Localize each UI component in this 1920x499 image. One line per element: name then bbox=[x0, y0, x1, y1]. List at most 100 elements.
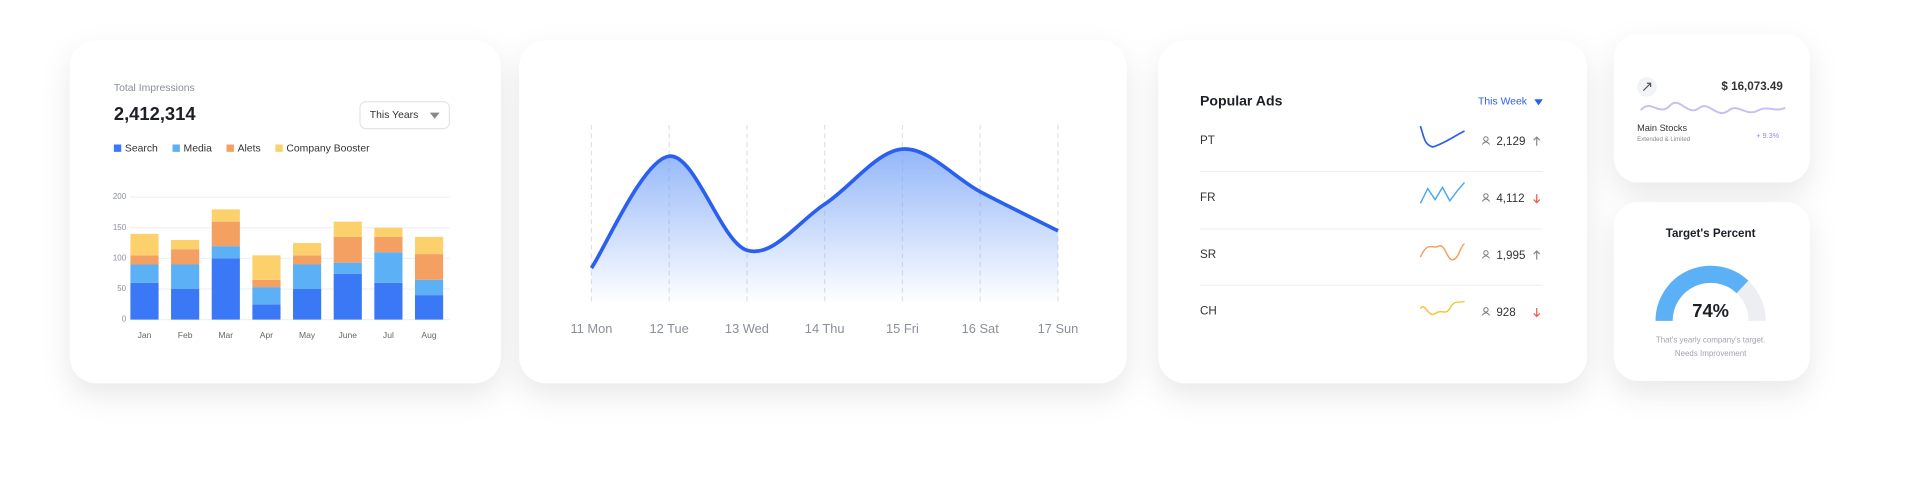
x-tick-label: 12 Tue bbox=[650, 321, 689, 336]
x-tick-label: Feb bbox=[178, 330, 193, 340]
y-tick-label: 150 bbox=[113, 223, 127, 232]
row-code: PT bbox=[1200, 134, 1215, 147]
bar bbox=[130, 264, 159, 283]
bar bbox=[293, 264, 322, 289]
trend-arrow bbox=[1533, 307, 1541, 318]
x-tick-label: 11 Mon bbox=[570, 321, 612, 336]
stock-name: Main Stocks bbox=[1637, 123, 1687, 133]
x-tick-label: June bbox=[338, 330, 357, 340]
y-tick-label: 50 bbox=[117, 284, 126, 293]
bar bbox=[414, 236, 444, 255]
legend-label: Media bbox=[184, 144, 213, 155]
change: + 9.3% bbox=[1756, 131, 1780, 140]
bar bbox=[414, 279, 444, 296]
trend-arrow bbox=[1533, 136, 1541, 146]
stock-subtitle: Extended & Limited bbox=[1637, 136, 1690, 143]
legend-label: Search bbox=[125, 144, 158, 155]
user-icon bbox=[1483, 307, 1489, 313]
dropdown-label: This Years bbox=[370, 110, 419, 121]
user-icon bbox=[1481, 141, 1490, 145]
bar bbox=[252, 304, 281, 320]
bar bbox=[171, 264, 200, 289]
row-code: CH bbox=[1200, 305, 1217, 318]
bar bbox=[293, 243, 322, 256]
user-icon bbox=[1483, 136, 1489, 142]
bar bbox=[130, 233, 159, 256]
bar bbox=[130, 282, 159, 320]
legend-label: Company Booster bbox=[286, 144, 370, 155]
user-icon bbox=[1481, 312, 1490, 316]
row-count: 1,995 bbox=[1496, 249, 1525, 262]
dropdown-label[interactable]: This Week bbox=[1478, 96, 1528, 107]
sparkline bbox=[1640, 101, 1786, 114]
bar bbox=[333, 236, 362, 263]
icon bbox=[1642, 82, 1652, 92]
x-tick-label: 14 Thu bbox=[805, 321, 845, 336]
bar bbox=[374, 282, 403, 320]
bar bbox=[293, 288, 322, 320]
row-code: FR bbox=[1200, 191, 1216, 204]
title: Target's Percent bbox=[1666, 227, 1756, 240]
card bbox=[1158, 40, 1587, 384]
bar bbox=[171, 249, 200, 265]
y-tick-label: 0 bbox=[122, 315, 127, 324]
bar bbox=[171, 240, 200, 250]
user-icon bbox=[1481, 198, 1490, 202]
bar bbox=[211, 258, 240, 320]
bar bbox=[333, 273, 362, 320]
x-tick-label: 16 Sat bbox=[962, 321, 1000, 336]
legend-swatch bbox=[226, 144, 234, 152]
x-tick-label: 15 Fri bbox=[886, 321, 919, 336]
bar bbox=[252, 255, 281, 280]
gauge-label: 74% bbox=[1692, 300, 1729, 321]
legend-swatch bbox=[113, 144, 122, 152]
amount: $ 16,073.49 bbox=[1721, 80, 1783, 93]
x-tick-label: 13 Wed bbox=[725, 321, 769, 336]
y-tick-label: 200 bbox=[113, 192, 127, 201]
sparkline bbox=[1419, 181, 1466, 204]
bar bbox=[374, 252, 403, 283]
user-icon bbox=[1483, 193, 1489, 199]
bar bbox=[414, 295, 444, 320]
user-icon bbox=[1483, 250, 1489, 256]
title: Popular Ads bbox=[1200, 92, 1283, 108]
legend-swatch bbox=[275, 144, 283, 152]
dropdown[interactable] bbox=[359, 101, 450, 130]
sparkline bbox=[1419, 300, 1465, 316]
legend-label: Alets bbox=[238, 144, 261, 155]
caret bbox=[1534, 99, 1543, 106]
bar bbox=[374, 227, 403, 237]
bar bbox=[211, 246, 240, 259]
caret bbox=[429, 112, 440, 119]
user-icon bbox=[1481, 255, 1490, 259]
bar bbox=[333, 262, 362, 274]
caption: That's yearly company's target. bbox=[1656, 336, 1765, 345]
bar bbox=[252, 279, 281, 288]
title: Total Impressions bbox=[114, 83, 195, 94]
row-count: 4,112 bbox=[1496, 192, 1524, 205]
bar bbox=[252, 287, 281, 305]
card bbox=[1613, 202, 1810, 381]
bar bbox=[414, 254, 444, 280]
x-tick-label: Apr bbox=[260, 330, 273, 340]
y-tick-label: 100 bbox=[113, 253, 127, 262]
caption: Needs Improvement bbox=[1675, 349, 1747, 358]
legend-swatch bbox=[172, 144, 180, 152]
bar bbox=[374, 236, 403, 253]
trend-arrow bbox=[1533, 250, 1541, 260]
x-tick-label: Jan bbox=[138, 330, 152, 340]
bar bbox=[171, 288, 200, 320]
line bbox=[589, 147, 1059, 270]
gauge-value bbox=[1655, 265, 1749, 322]
sparkline bbox=[1419, 243, 1465, 261]
bar bbox=[293, 255, 322, 265]
bar bbox=[130, 255, 159, 265]
x-tick-label: 17 Sun bbox=[1038, 321, 1079, 336]
x-tick-label: Aug bbox=[421, 330, 436, 340]
area bbox=[591, 148, 1058, 304]
bar bbox=[333, 221, 362, 237]
row-count: 928 bbox=[1496, 306, 1515, 319]
row-code: SR bbox=[1200, 248, 1216, 261]
